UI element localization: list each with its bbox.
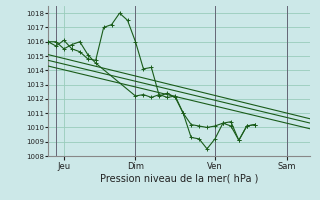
X-axis label: Pression niveau de la mer( hPa ): Pression niveau de la mer( hPa )	[100, 173, 258, 183]
